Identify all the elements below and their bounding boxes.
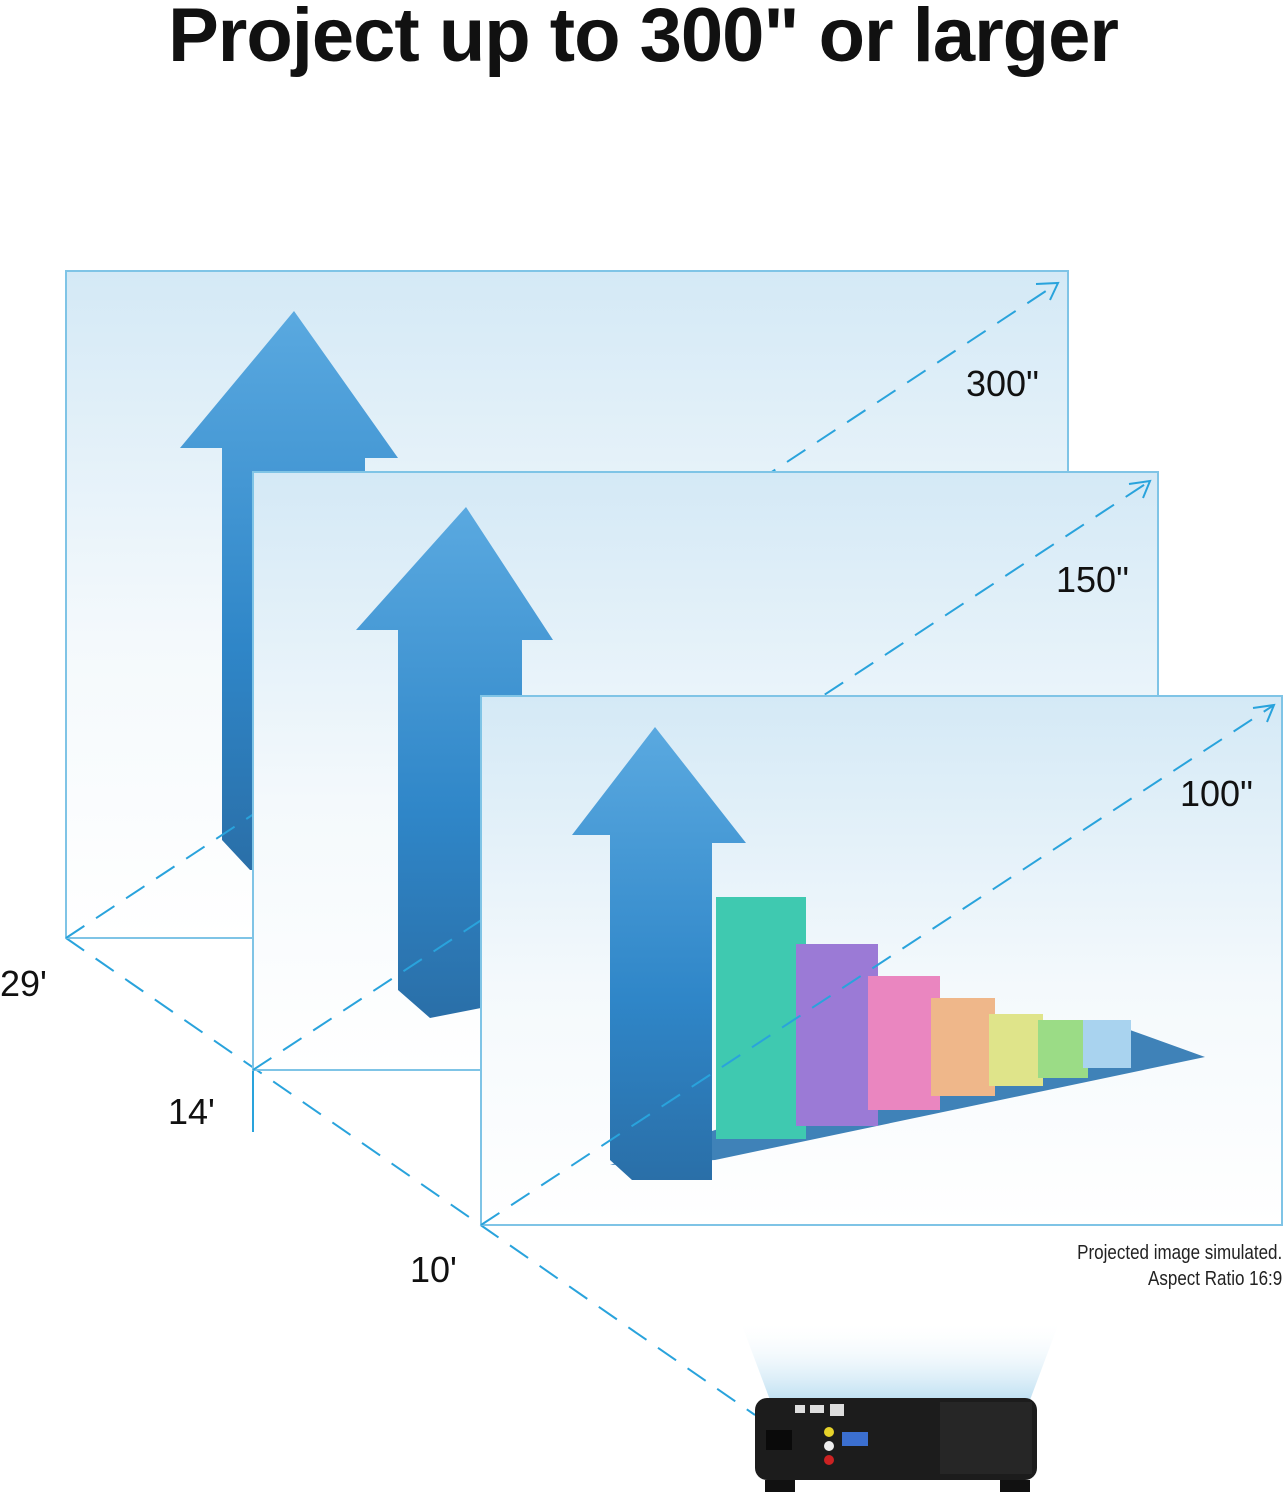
size-label-300: 300" bbox=[966, 363, 1039, 404]
arrowhead-icon bbox=[1252, 703, 1276, 723]
arrow-graphic bbox=[572, 727, 746, 1180]
size-label-100: 100" bbox=[1180, 773, 1253, 814]
distance-label-29: 29' bbox=[0, 963, 47, 1004]
bar-purple bbox=[796, 944, 878, 1126]
arrowhead-icon bbox=[1035, 281, 1060, 301]
projector-image bbox=[740, 1320, 1060, 1492]
bar-pink bbox=[868, 976, 940, 1110]
headline: Project up to 300" or larger bbox=[168, 0, 1119, 78]
distance-label-14: 14' bbox=[168, 1091, 215, 1132]
distance-label-10: 10' bbox=[410, 1249, 457, 1290]
bar-green bbox=[1038, 1020, 1088, 1078]
screen-100 bbox=[480, 695, 1283, 1226]
footnote: Projected image simulated. Aspect Ratio … bbox=[1077, 1240, 1282, 1292]
footnote-line-1: Projected image simulated. bbox=[1076, 1242, 1282, 1264]
bar-lightblue bbox=[1083, 1020, 1131, 1068]
arrowhead-icon bbox=[1128, 479, 1152, 499]
diagonal-dash bbox=[480, 704, 1275, 1226]
distance-line bbox=[65, 937, 756, 1416]
size-label-150: 150" bbox=[1056, 559, 1129, 600]
footnote-line-2: Aspect Ratio 16:9 bbox=[1147, 1268, 1282, 1290]
bar-orange bbox=[931, 998, 995, 1096]
bar-teal bbox=[716, 897, 806, 1139]
bar-yellow bbox=[989, 1014, 1043, 1086]
